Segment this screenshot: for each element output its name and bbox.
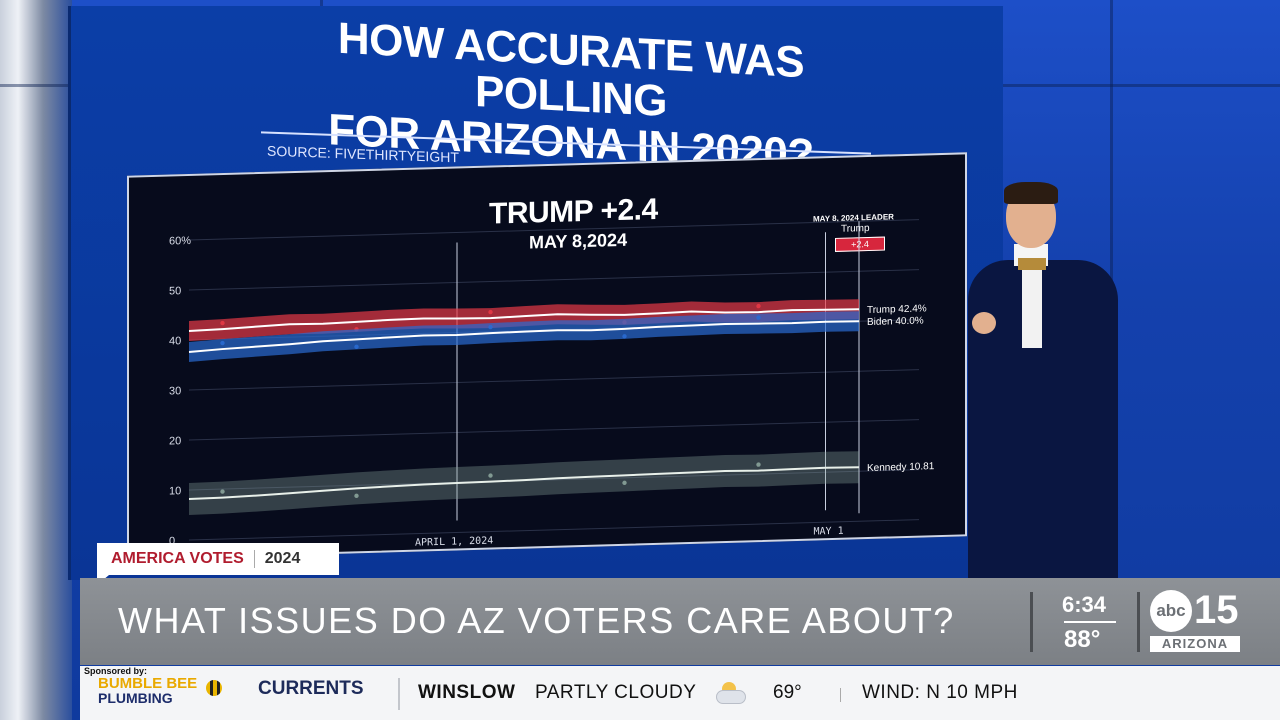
gridline — [189, 419, 919, 441]
partly-cloudy-icon — [716, 680, 746, 706]
presenter-hand — [972, 312, 996, 334]
tag-separator — [253, 550, 255, 568]
station-state: ARIZONA — [1150, 636, 1240, 652]
series-end-label: Trump 42.4% — [867, 303, 927, 316]
y-tick-label: 0 — [169, 535, 175, 547]
poll-point — [756, 303, 761, 309]
poll-point — [220, 340, 225, 346]
y-tick-label: 30 — [169, 385, 181, 397]
weather-temperature: 69° — [773, 682, 802, 703]
x-tick-label: MAY 1 — [814, 526, 844, 538]
presenter-shirt — [1022, 268, 1042, 348]
bow-tie — [1018, 258, 1046, 270]
chart-plot: 60% 50 40 30 20 10 0 APRIL 1, 2024 MAY 1 Trump 42… — [169, 219, 935, 549]
gridline — [189, 469, 919, 491]
poll-point — [220, 489, 225, 494]
poll-point — [756, 315, 761, 320]
y-tick-label: 60% — [169, 235, 191, 248]
gridline — [189, 269, 919, 291]
ticker-bar: Sponsored by: BUMBLE BEE PLUMBING CURREN… — [80, 666, 1280, 720]
clock-time: 6:34 — [1062, 592, 1107, 617]
current-temperature: 88° — [1064, 626, 1101, 653]
poll-point — [488, 324, 493, 330]
bee-icon — [206, 680, 222, 696]
series-band-kennedy — [189, 451, 859, 515]
x-tick-label: APRIL 1, 2024 — [415, 536, 493, 549]
poll-point — [622, 480, 627, 486]
ticker-divider — [840, 688, 841, 702]
divider — [1030, 592, 1033, 652]
gridline — [189, 519, 919, 541]
y-tick-label: 20 — [169, 435, 181, 447]
poll-point — [354, 493, 359, 499]
polling-chart: TRUMP +2.4 MAY 8,2024 MAY 8, 2024 LEADER… — [127, 152, 967, 560]
sponsored-by-label: Sponsored by: — [84, 666, 148, 676]
sponsor-logo: BUMBLE BEE PLUMBING — [98, 675, 222, 710]
lower-third: WHAT ISSUES DO AZ VOTERS CARE ABOUT? 6:3… — [80, 578, 1280, 665]
presenter-suit — [968, 260, 1118, 582]
weather-condition: PARTLY CLOUDY — [535, 682, 697, 703]
channel-number: 15 — [1194, 588, 1239, 632]
y-tick-label: 10 — [169, 485, 181, 497]
tag-label: AMERICA VOTES — [111, 550, 244, 567]
series-band-biden — [189, 311, 859, 362]
series-line-biden — [188, 320, 860, 353]
y-tick-label: 50 — [169, 285, 181, 297]
station-logo: abc 15 ARIZONA — [1150, 588, 1242, 654]
series-line-kennedy — [188, 466, 860, 500]
presenter-hair — [1004, 182, 1058, 204]
presenter — [948, 182, 1128, 582]
weather-city: WINSLOW — [418, 682, 516, 703]
abc-logo-icon: abc — [1150, 590, 1192, 632]
america-votes-tag: AMERICA VOTES 2024 — [97, 543, 339, 575]
series-end-label: Biden 40.0% — [867, 315, 924, 328]
divider — [1137, 592, 1140, 652]
weather-wind: WIND: N 10 MPH — [862, 682, 1018, 703]
y-tick-label: 40 — [169, 335, 181, 347]
sponsor-name-line2: PLUMBING — [98, 690, 173, 706]
studio-monitor: HOW ACCURATE WAS POLLING FOR ARIZONA IN … — [68, 6, 1003, 580]
sponsor-name-line1: BUMBLE BEE — [98, 675, 198, 692]
headline: WHAT ISSUES DO AZ VOTERS CARE ABOUT? — [118, 600, 955, 641]
tag-year: 2024 — [264, 550, 301, 567]
gridline — [189, 369, 919, 391]
series-line-trump — [188, 308, 860, 332]
poll-point — [488, 309, 493, 315]
poll-point — [756, 462, 761, 467]
series-end-label: Kennedy 10.81 — [867, 461, 935, 474]
poll-point — [488, 473, 493, 478]
poll-point — [622, 334, 627, 339]
studio-wall-left — [0, 0, 72, 720]
cloud-shape — [716, 690, 746, 704]
ticker-section: CURRENTS — [258, 678, 364, 699]
clock-divider — [1064, 621, 1116, 623]
poll-point — [354, 344, 359, 350]
gridline — [189, 219, 919, 241]
poll-point — [220, 320, 225, 326]
ticker-divider — [398, 678, 400, 710]
